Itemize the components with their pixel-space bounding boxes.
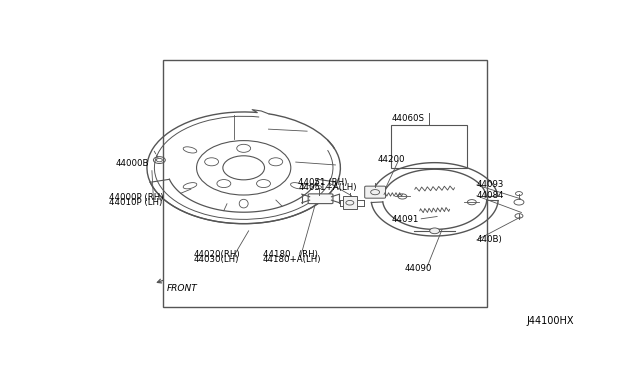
Text: 44051+A(LH): 44051+A(LH) (298, 183, 356, 192)
Text: J44100HX: J44100HX (526, 316, 573, 326)
Text: FRONT: FRONT (167, 283, 198, 293)
Text: 44000P (RH): 44000P (RH) (109, 193, 163, 202)
Text: 44091: 44091 (392, 215, 419, 224)
Text: 44000B: 44000B (116, 159, 149, 168)
Text: 44020(RH): 44020(RH) (193, 250, 240, 259)
Text: 44180   (RH): 44180 (RH) (262, 250, 317, 259)
Text: 44093: 44093 (477, 180, 504, 189)
Circle shape (429, 228, 440, 234)
Text: 44090: 44090 (405, 264, 432, 273)
Bar (391, 125, 467, 169)
Text: 44030(LH): 44030(LH) (193, 255, 239, 264)
Text: 44180+A(LH): 44180+A(LH) (262, 255, 321, 264)
Text: 44060S: 44060S (392, 114, 424, 123)
Text: 44010P (LH): 44010P (LH) (109, 198, 162, 207)
FancyBboxPatch shape (308, 194, 333, 203)
FancyBboxPatch shape (365, 186, 385, 198)
Bar (343, 196, 356, 209)
Text: 44200: 44200 (378, 155, 405, 164)
Text: 44051 (RH): 44051 (RH) (298, 178, 348, 187)
Text: 44084: 44084 (477, 191, 504, 201)
Text: 440B): 440B) (477, 235, 502, 244)
Bar (163, 60, 486, 307)
